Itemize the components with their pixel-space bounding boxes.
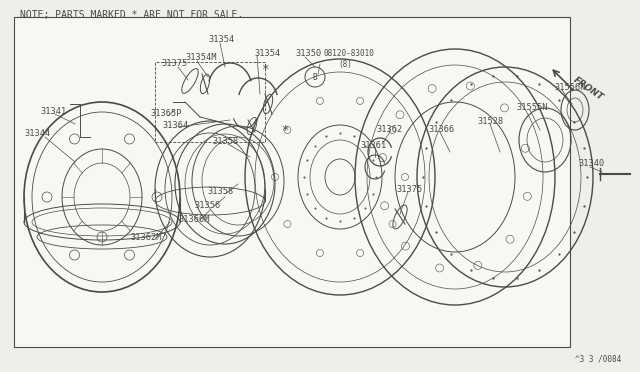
Text: 31361: 31361 (360, 141, 387, 151)
Bar (14, 17, 570, 347)
Text: *: * (281, 124, 289, 137)
Text: 31358: 31358 (212, 137, 238, 145)
Text: 31366: 31366 (428, 125, 454, 134)
Text: FRONT: FRONT (572, 75, 605, 102)
Text: 31354: 31354 (254, 49, 280, 58)
Text: B: B (313, 73, 317, 81)
Text: *: * (261, 63, 269, 76)
Text: 31555N: 31555N (516, 103, 547, 112)
Text: 31362: 31362 (376, 125, 403, 135)
Text: 31354: 31354 (208, 35, 234, 45)
Bar (155, 62, 265, 142)
Text: 31350: 31350 (295, 49, 321, 58)
Text: NOTE; PARTS MARKED * ARE NOT FOR SALE.: NOTE; PARTS MARKED * ARE NOT FOR SALE. (20, 10, 243, 20)
Text: 31366M: 31366M (178, 215, 209, 224)
Text: 31375: 31375 (396, 185, 422, 193)
Text: 31365P: 31365P (150, 109, 182, 119)
Text: 31344: 31344 (24, 129, 51, 138)
Text: 31375: 31375 (161, 60, 188, 68)
Text: 31358: 31358 (207, 187, 233, 196)
Text: 08120-83010: 08120-83010 (324, 49, 375, 58)
Text: 31528: 31528 (477, 116, 503, 125)
Text: 31341: 31341 (40, 106, 67, 115)
Text: 31362M: 31362M (130, 232, 161, 241)
Text: (8): (8) (338, 60, 352, 68)
Text: 31556N: 31556N (554, 83, 586, 92)
Text: 31364: 31364 (162, 121, 188, 129)
Text: ^3 3 /0084: ^3 3 /0084 (575, 355, 621, 364)
Text: 31354M: 31354M (185, 54, 216, 62)
Text: 31340: 31340 (578, 160, 604, 169)
Text: 31356: 31356 (194, 201, 220, 209)
